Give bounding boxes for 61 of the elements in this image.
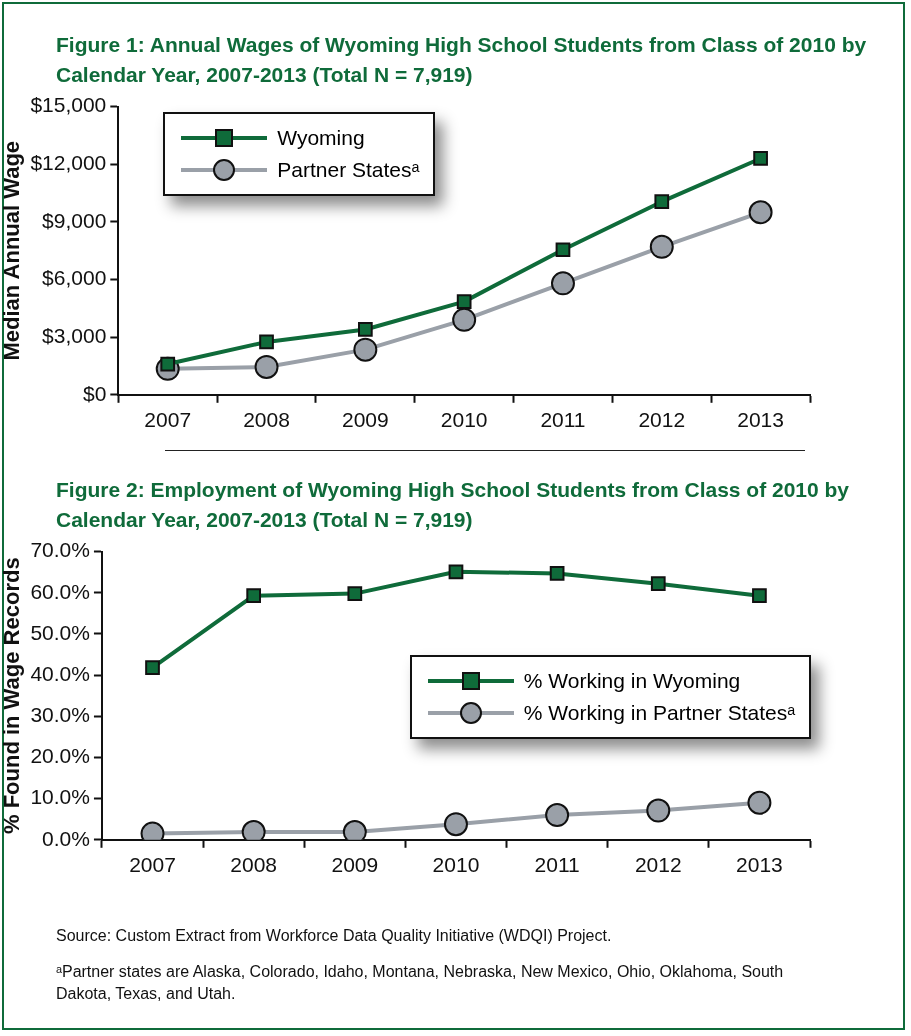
point <box>353 337 378 362</box>
y-axis-title: Median Annual Wage <box>0 140 25 361</box>
point <box>545 803 570 828</box>
legend-label: Wyoming <box>277 125 365 150</box>
legend-label: % Working in Wyoming <box>523 669 741 694</box>
legend-label: % Working in Partner Statesᵃ <box>523 701 795 726</box>
x-tick-label: 2012 <box>634 853 682 877</box>
y-tick-label: 60.0% <box>30 579 90 603</box>
point <box>357 322 373 337</box>
y-tick-label: $0 <box>82 381 107 405</box>
legend-label: Partner Statesᵃ <box>277 157 420 182</box>
x-tick-label: 2008 <box>230 853 278 877</box>
point <box>145 660 160 676</box>
x-tick-label: 2009 <box>331 853 379 877</box>
point <box>452 307 477 332</box>
point <box>753 151 768 166</box>
point <box>448 564 464 580</box>
y-tick-label: $9,000 <box>42 208 107 232</box>
x-tick-label: 2013 <box>737 408 784 432</box>
point <box>649 234 674 259</box>
y-tick-label: $6,000 <box>42 266 107 290</box>
x-tick-label: 2009 <box>341 408 389 432</box>
y-axis-title: % Found in Wage Records <box>0 557 25 835</box>
point <box>650 576 666 592</box>
x-tick-label: 2008 <box>243 408 290 432</box>
point <box>654 194 670 210</box>
point <box>646 798 671 823</box>
y-tick-label: 30.0% <box>30 703 90 727</box>
chart-title: Figure 1: Annual Wages of Wyoming High School Students from Class of 2010 by Calendar Year, 2007-2013 (Total N = 7,919) <box>56 32 868 88</box>
x-tick-label: 2007 <box>129 853 176 877</box>
point <box>752 588 767 604</box>
x-tick-label: 2010 <box>440 408 488 432</box>
point <box>550 271 575 296</box>
point <box>456 294 472 309</box>
point <box>748 200 773 225</box>
point <box>555 242 571 258</box>
y-tick-label: 0.0% <box>42 826 90 850</box>
point <box>549 566 565 581</box>
point <box>246 588 262 604</box>
source-note: Source: Custom Extract from Workforce Data Quality Initiative (WDQI) Project. <box>56 926 613 946</box>
x-tick-label: 2007 <box>144 408 192 432</box>
x-tick-label: 2011 <box>534 853 580 877</box>
y-tick-label: 10.0% <box>30 785 90 809</box>
x-tick-label: 2012 <box>638 408 686 432</box>
y-tick-label: 50.0% <box>30 620 90 644</box>
y-tick-label: $3,000 <box>42 323 107 347</box>
point <box>443 812 468 837</box>
y-tick-label: 70.0% <box>30 538 90 562</box>
text: ᵃPartner states are Alaska, Colorado, Idaho, Montana, Nebraska, New Mexico, Ohio, Oklahoma, South Dakota, Texas, and Utah. <box>56 962 785 1004</box>
x-tick-label: 2010 <box>432 853 480 877</box>
y-tick-label: 40.0% <box>30 661 90 685</box>
point <box>254 354 279 379</box>
y-tick-label: $15,000 <box>30 93 107 117</box>
point <box>347 586 363 601</box>
point <box>259 334 274 350</box>
x-tick-label: 2011 <box>540 408 586 432</box>
point <box>747 790 772 815</box>
y-tick-label: 20.0% <box>30 744 90 768</box>
chart-title: Figure 2: Employment of Wyoming High School Students from Class of 2010 by Calendar Year, 2007-2013 (Total N = 7,919) <box>56 477 851 533</box>
y-tick-label: $12,000 <box>30 151 107 175</box>
x-tick-label: 2013 <box>736 853 783 877</box>
